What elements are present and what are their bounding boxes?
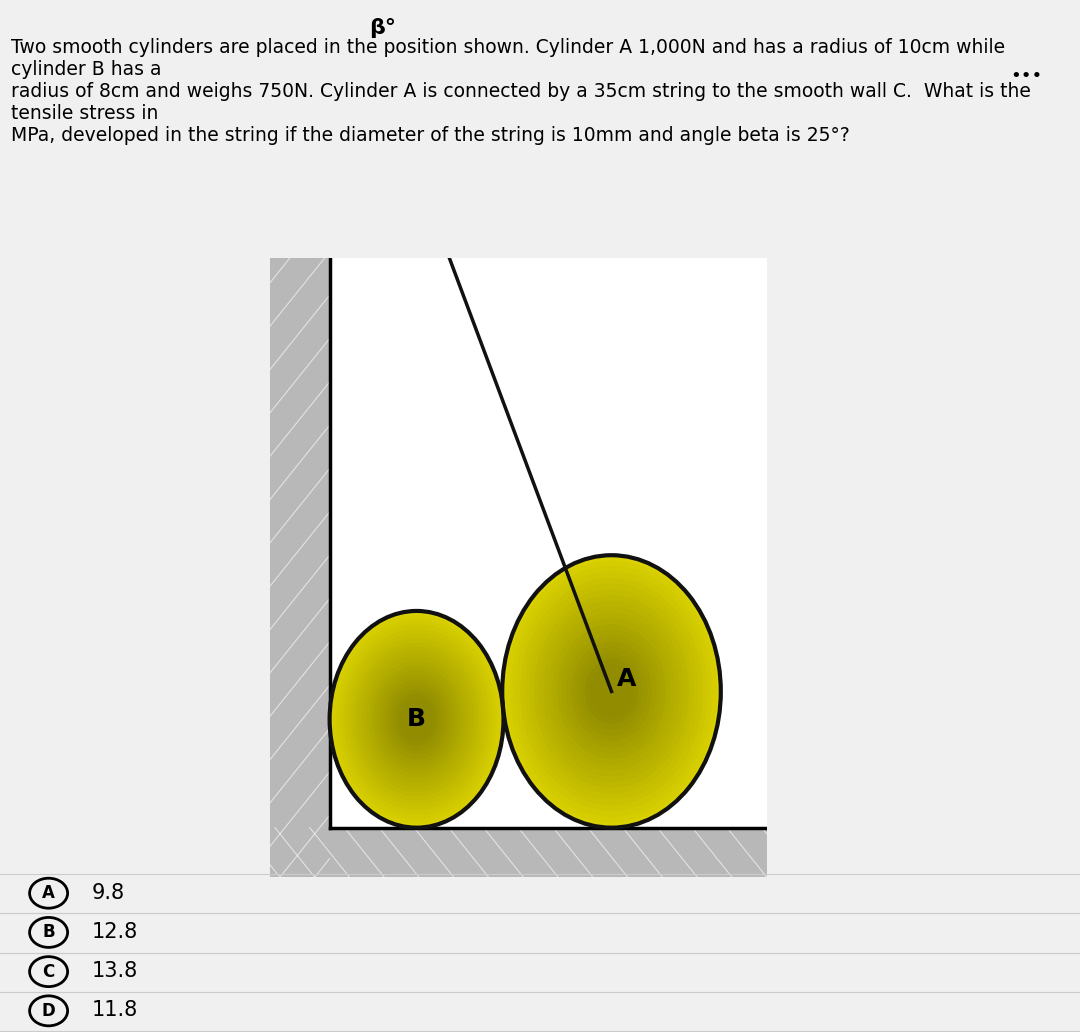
Text: Two smooth cylinders are placed in the position shown. Cylinder A 1,000N and has: Two smooth cylinders are placed in the p… — [11, 38, 1030, 144]
Circle shape — [355, 643, 477, 796]
Text: •••: ••• — [1010, 67, 1042, 85]
Circle shape — [329, 611, 503, 828]
Text: 11.8: 11.8 — [92, 1000, 138, 1021]
Circle shape — [378, 671, 456, 768]
Circle shape — [516, 573, 707, 810]
Circle shape — [366, 657, 467, 781]
Circle shape — [345, 630, 489, 809]
Text: 9.8: 9.8 — [92, 882, 125, 903]
Text: D: D — [42, 1002, 55, 1020]
Bar — [270, 258, 329, 877]
Circle shape — [360, 648, 474, 791]
Circle shape — [585, 659, 637, 723]
Circle shape — [374, 667, 459, 772]
Circle shape — [591, 666, 633, 717]
Circle shape — [549, 613, 674, 770]
Circle shape — [400, 699, 433, 740]
Text: A: A — [42, 884, 55, 902]
Circle shape — [535, 595, 688, 787]
Circle shape — [392, 689, 441, 749]
Circle shape — [363, 652, 470, 786]
Circle shape — [337, 620, 496, 818]
Bar — [329, 258, 767, 828]
Circle shape — [507, 561, 716, 821]
Circle shape — [396, 694, 437, 745]
Circle shape — [563, 631, 661, 752]
Circle shape — [544, 607, 679, 776]
Circle shape — [340, 624, 492, 814]
Circle shape — [381, 675, 451, 764]
Circle shape — [502, 555, 720, 828]
Circle shape — [572, 642, 651, 741]
Text: C: C — [42, 963, 55, 980]
Circle shape — [389, 684, 444, 754]
Circle shape — [386, 680, 448, 759]
Text: 13.8: 13.8 — [92, 961, 138, 981]
Text: B: B — [407, 707, 426, 732]
Circle shape — [348, 634, 485, 805]
Circle shape — [539, 602, 684, 781]
Text: β°: β° — [369, 19, 396, 38]
Text: B: B — [42, 924, 55, 941]
Circle shape — [512, 567, 712, 816]
Bar — [270, 828, 767, 877]
Circle shape — [581, 653, 642, 730]
Circle shape — [577, 648, 647, 735]
Circle shape — [521, 578, 702, 805]
Circle shape — [553, 619, 670, 764]
Circle shape — [567, 637, 656, 746]
Circle shape — [334, 615, 500, 824]
Text: 12.8: 12.8 — [92, 922, 138, 942]
Text: A: A — [617, 667, 636, 691]
Circle shape — [558, 624, 665, 759]
Circle shape — [526, 584, 698, 799]
Circle shape — [352, 639, 482, 800]
Circle shape — [370, 662, 463, 777]
Circle shape — [530, 590, 693, 793]
